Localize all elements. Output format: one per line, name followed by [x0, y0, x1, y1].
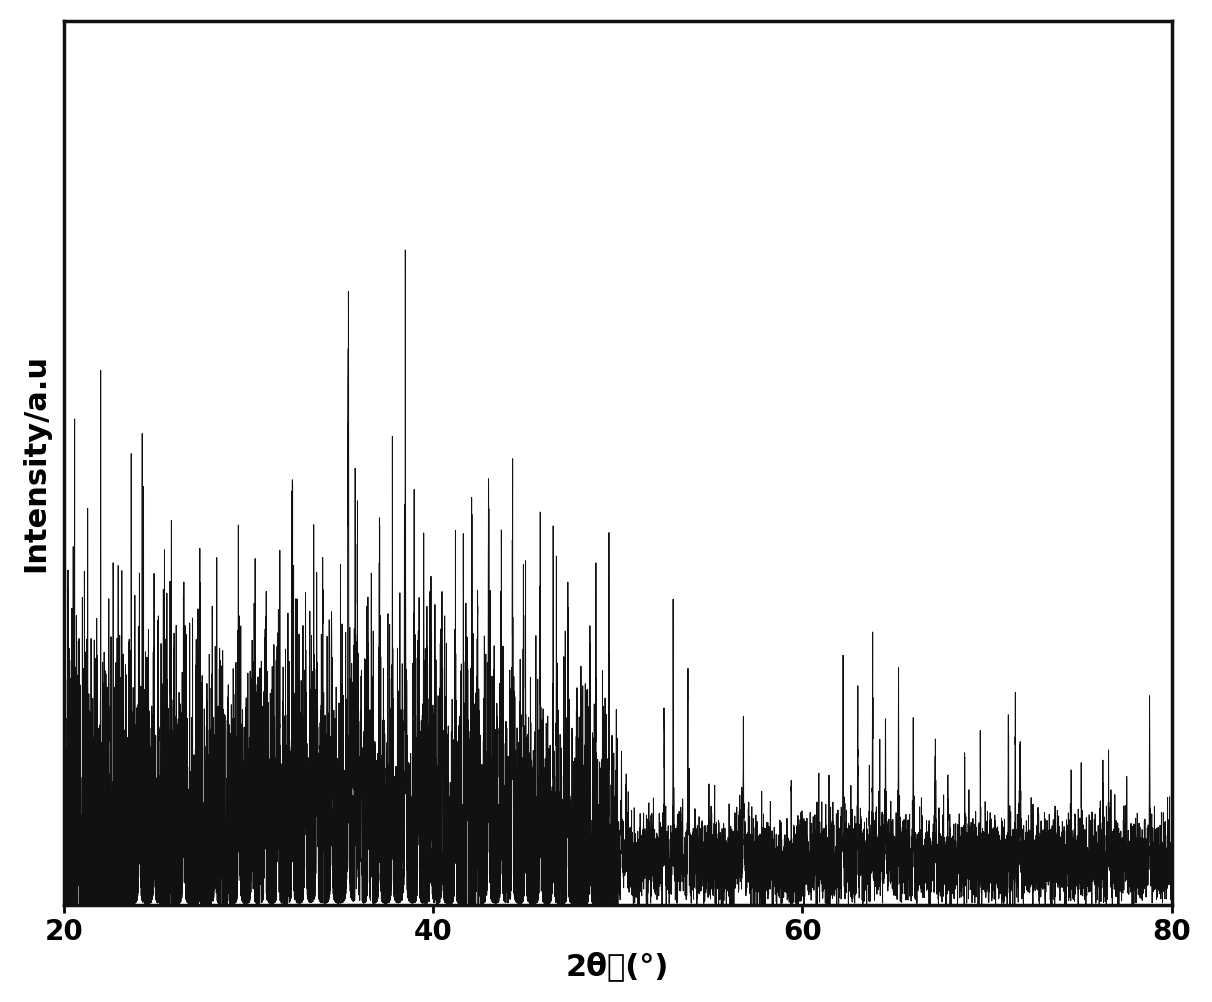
X-axis label: 2θ／(°): 2θ／(°) — [566, 951, 669, 981]
Y-axis label: Intensity/a.u: Intensity/a.u — [21, 354, 50, 572]
